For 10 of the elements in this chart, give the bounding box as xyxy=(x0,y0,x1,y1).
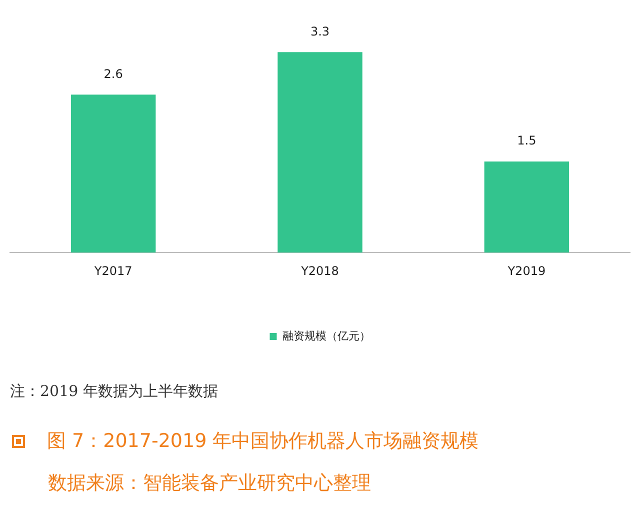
data-label: 3.3 xyxy=(310,24,330,38)
x-tick-label: Y2017 xyxy=(93,264,132,278)
x-tick-label: Y2019 xyxy=(506,264,546,278)
text: 注：2019 年数据为上半年数据 xyxy=(10,382,218,401)
data-label: 1.5 xyxy=(517,134,536,148)
source-note: 数据来源：智能装备产业研究中心整理 xyxy=(48,471,371,496)
x-tick-label: Y2018 xyxy=(300,264,339,278)
text: 图 7：2017-2019 年中国协作机器人市场融资规模 xyxy=(47,429,479,454)
legend-label: 融资规模（亿元） xyxy=(282,329,370,342)
data-label: 2.6 xyxy=(104,66,123,81)
